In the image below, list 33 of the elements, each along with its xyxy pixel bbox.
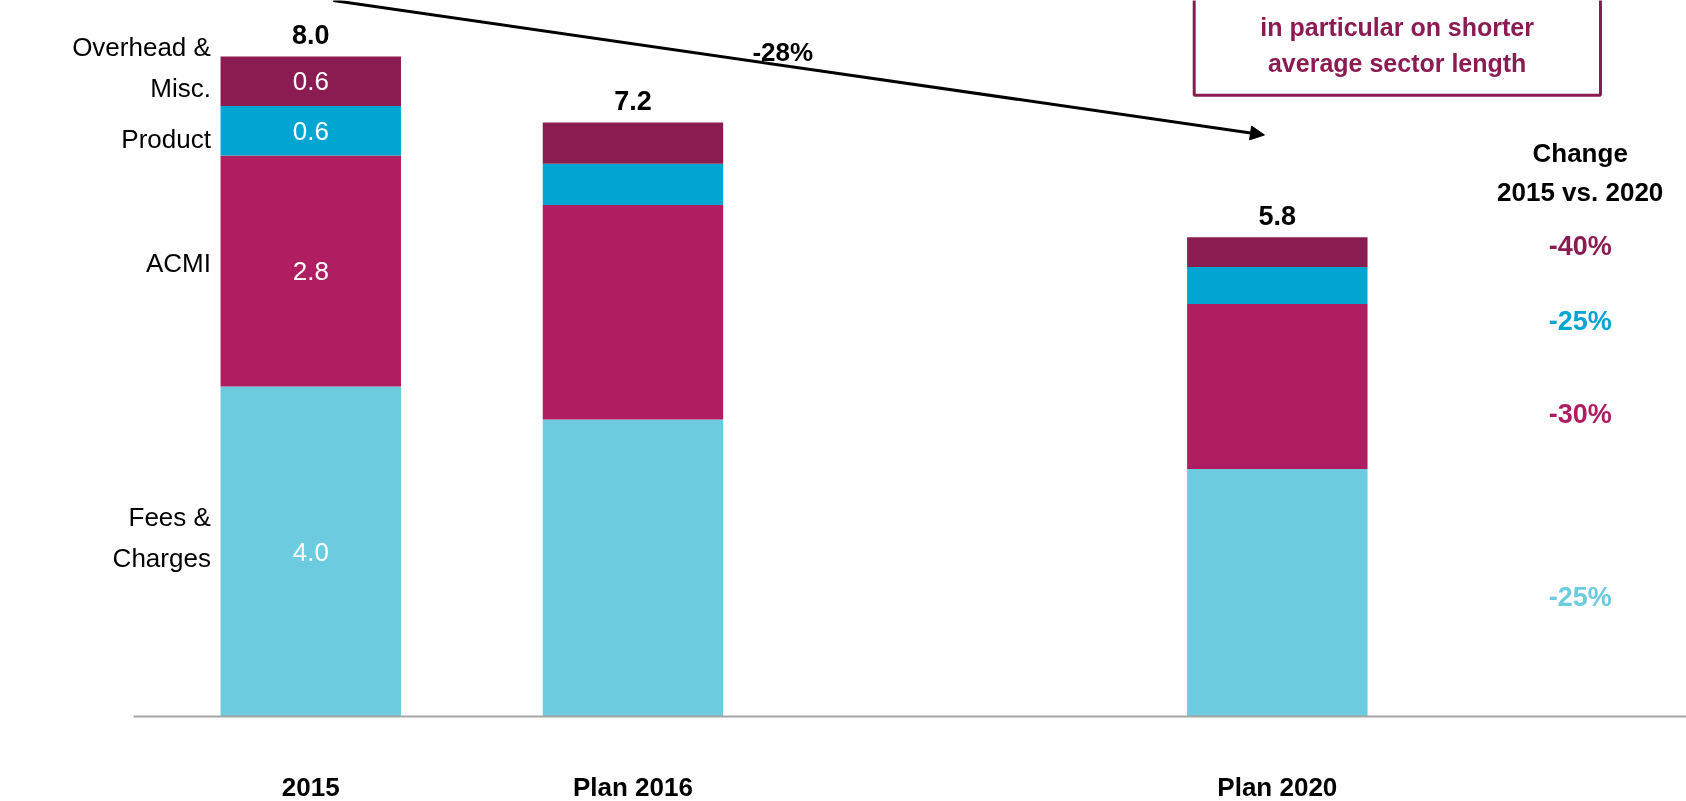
- data-label: 2.8: [292, 256, 329, 287]
- bar: [542, 163, 724, 206]
- bar: [220, 386, 401, 717]
- bar: [542, 122, 724, 164]
- total-label: 7.2: [614, 86, 652, 117]
- bar: [220, 56, 401, 107]
- total-label: 8.0: [292, 20, 330, 51]
- bar: [1187, 469, 1368, 717]
- data-label: 4.0: [292, 536, 329, 567]
- series-label: ACMI: [145, 247, 211, 278]
- x-tick-label: Plan 2020: [1217, 771, 1338, 801]
- bar: [1187, 266, 1368, 305]
- annotation: -28%: [752, 37, 814, 68]
- x-tick-label: Plan 2016: [572, 771, 693, 801]
- annotation: -25%: [1548, 581, 1612, 612]
- total-label: 5.8: [1258, 200, 1297, 231]
- annotation: -30%: [1548, 398, 1612, 429]
- data-label: 0.6: [292, 66, 329, 97]
- annotation: in particular on shorter average sector length: [1260, 12, 1535, 78]
- data-label: 0.6: [292, 115, 329, 146]
- x-tick-label: 2015: [281, 771, 340, 801]
- annotation: -25%: [1548, 306, 1612, 337]
- annotation: Change 2015 vs. 2020: [1497, 137, 1664, 207]
- series-label: Product: [121, 124, 212, 155]
- bar: [542, 205, 724, 420]
- bar: [1187, 304, 1368, 470]
- bar: [220, 155, 401, 387]
- series-label: Fees & Charges: [112, 502, 211, 573]
- bar: [542, 419, 724, 717]
- series-label: Overhead & Misc.: [72, 32, 211, 103]
- bar: [1187, 237, 1368, 267]
- annotation: -40%: [1548, 231, 1612, 262]
- bar: [220, 106, 401, 156]
